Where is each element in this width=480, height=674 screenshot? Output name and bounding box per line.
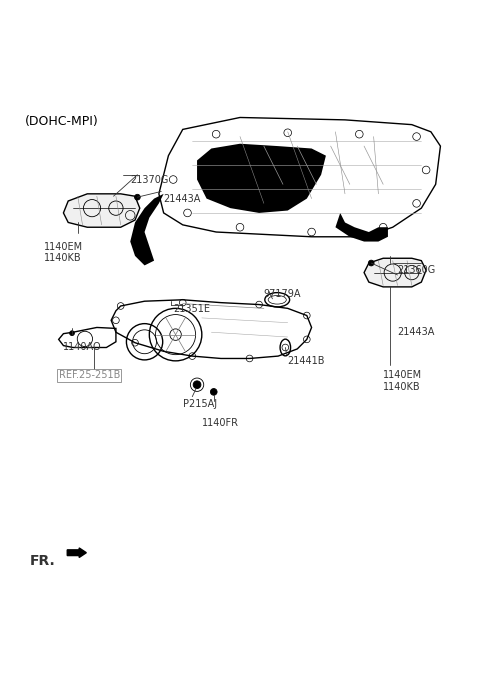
Text: P215AJ: P215AJ xyxy=(183,399,217,409)
Circle shape xyxy=(193,381,201,388)
Text: FR.: FR. xyxy=(30,554,56,568)
Polygon shape xyxy=(364,258,426,287)
Text: 1140AO: 1140AO xyxy=(63,342,102,352)
Text: 21443A: 21443A xyxy=(164,194,201,204)
Text: 21441B: 21441B xyxy=(288,356,325,366)
Circle shape xyxy=(368,260,374,266)
Circle shape xyxy=(134,194,140,200)
Text: 21360G: 21360G xyxy=(397,266,436,276)
Text: 97179A: 97179A xyxy=(264,289,301,299)
Circle shape xyxy=(70,331,74,336)
Text: 1140FR: 1140FR xyxy=(202,418,239,428)
Text: 1140EM
1140KB: 1140EM 1140KB xyxy=(44,241,84,263)
Text: REF.25-251B: REF.25-251B xyxy=(59,371,120,380)
Polygon shape xyxy=(63,194,140,227)
Text: 1140EM
1140KB: 1140EM 1140KB xyxy=(383,371,422,392)
Polygon shape xyxy=(130,194,164,266)
Text: 21351E: 21351E xyxy=(173,303,210,313)
Text: 21370G: 21370G xyxy=(130,175,168,185)
Text: (DOHC-MPI): (DOHC-MPI) xyxy=(25,115,99,128)
Text: 21443A: 21443A xyxy=(397,328,435,338)
Polygon shape xyxy=(197,144,326,213)
Polygon shape xyxy=(336,213,388,241)
Circle shape xyxy=(210,388,217,395)
FancyArrow shape xyxy=(67,548,86,557)
